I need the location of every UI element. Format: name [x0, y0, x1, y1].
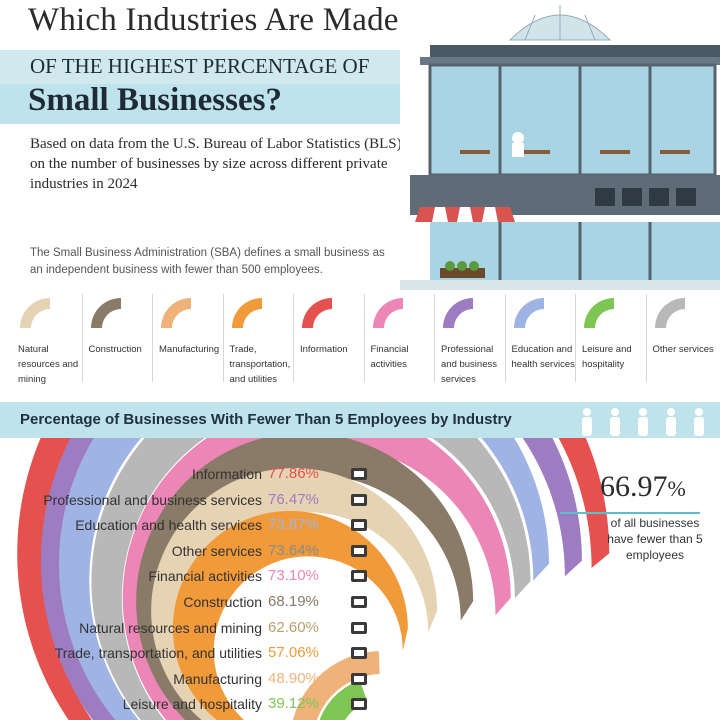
value-label: 73.87%: [268, 516, 319, 534]
title-line-2: OF THE HIGHEST PERCENTAGE OF: [30, 54, 370, 78]
category-label: Education and health services: [75, 517, 262, 534]
legend-divider: [293, 294, 294, 382]
category-label: Information: [191, 466, 262, 482]
bed-icon: [351, 698, 367, 711]
title-line-1: Which Industries Are Made Up: [28, 2, 448, 38]
people-icons: [582, 408, 704, 436]
summary-divider: [560, 512, 700, 514]
legend-item: Professional and business services: [437, 292, 505, 392]
category-label: Professional and business services: [43, 491, 262, 508]
hammer-icon: [351, 596, 367, 608]
arc-bar: [91, 438, 531, 720]
arc-chart: [17, 438, 610, 720]
arc-bar: [59, 438, 549, 720]
section-bar: [0, 402, 720, 438]
arc-bar: [319, 680, 368, 720]
category-label: Construction: [183, 594, 262, 610]
section-title: Percentage of Businesses With Fewer Than…: [20, 411, 512, 428]
category-label: Other services: [171, 542, 262, 559]
legend-divider: [152, 294, 153, 382]
legend-swatch-icon: [302, 298, 332, 328]
legend-label: Manufacturing: [159, 344, 220, 355]
building-illustration: [400, 0, 720, 290]
truck-icon: [351, 647, 367, 660]
legend-swatch-icon: [584, 298, 614, 328]
bar-chart-icon: [351, 493, 367, 506]
legend-label: Education and health services: [511, 344, 575, 370]
value-label: 76.47%: [268, 490, 319, 508]
legend-divider: [575, 294, 576, 382]
value-label: 57.06%: [268, 644, 319, 662]
legend-swatch-icon: [231, 298, 262, 328]
value-label: 68.19%: [268, 593, 319, 610]
legend-swatch-icon: [161, 298, 191, 328]
legend-item: Other services: [649, 292, 717, 392]
legend-item: Trade, transportation, and utilities: [226, 292, 294, 392]
legend-item: Information: [296, 292, 364, 392]
legend-swatch-icon: [90, 298, 121, 328]
legend-divider: [645, 294, 647, 382]
monitor-icon: [351, 468, 367, 480]
legend-label: Financial activities: [370, 344, 409, 370]
legend-swatch-icon: [513, 298, 544, 328]
legend-swatch-icon: [20, 298, 50, 328]
intro-text: Based on data from the U.S. Bureau of La…: [30, 136, 402, 192]
value-label: 62.60%: [268, 618, 319, 636]
open-sign-icon: [351, 544, 367, 557]
gear-icon: [351, 672, 367, 685]
legend-label: Natural resources and mining: [18, 344, 79, 385]
legend-item: Financial activities: [367, 292, 435, 392]
legend-divider: [504, 294, 506, 382]
legend-divider: [222, 294, 224, 382]
value-label: 77.86%: [268, 465, 319, 482]
category-label: Financial activities: [148, 568, 262, 585]
category-label: Manufacturing: [173, 670, 262, 687]
category-label: Leisure and hospitality: [122, 696, 262, 713]
legend-item: Leisure and hospitality: [578, 292, 646, 392]
value-label: 39.12%: [268, 695, 319, 713]
legend-swatch-icon: [443, 298, 473, 328]
title-band-1: [0, 50, 420, 84]
arc-bar: [292, 651, 380, 720]
legend-divider: [81, 294, 83, 382]
value-label: 48.90%: [268, 669, 319, 687]
money-icon: [351, 570, 367, 583]
value-label: 73.10%: [268, 567, 319, 585]
summary-value: 66.97%: [600, 470, 686, 503]
legend-label: Construction: [88, 344, 142, 355]
legend-item: Education and health services: [508, 292, 576, 392]
legend-label: Trade, transportation, and utilities: [229, 344, 291, 385]
category-label: Trade, transportation, and utilities: [54, 645, 262, 662]
industry-legend: Natural resources and mining Construction…: [14, 292, 714, 392]
legend-label: Professional and business services: [441, 344, 497, 385]
legend-label: Leisure and hospitality: [582, 344, 632, 370]
title-band-2: [0, 84, 420, 124]
legend-item: Manufacturing: [155, 292, 223, 392]
summary-caption: of all businesses have fewer than 5 empl…: [607, 516, 703, 562]
value-label: 73.64%: [268, 541, 319, 559]
legend-swatch-icon: [372, 298, 403, 328]
arc-bar: [151, 468, 438, 720]
legend-swatch-icon: [654, 298, 685, 328]
title-line-3: Small Businesses?: [28, 82, 282, 118]
legend-label: Other services: [652, 344, 714, 355]
legend-divider: [363, 294, 365, 382]
legend-divider: [434, 294, 435, 382]
legend-item: Construction: [85, 292, 153, 392]
legend-label: Information: [300, 344, 348, 355]
legend-item: Natural resources and mining: [14, 292, 82, 392]
category-label: Natural resources and mining: [79, 619, 262, 636]
arc-bar: [172, 510, 408, 720]
sba-definition: The Small Business Administration (SBA) …: [30, 247, 385, 276]
arc-bar: [122, 438, 511, 720]
first-aid-icon: [351, 519, 367, 532]
leaf-drop-icon: [351, 621, 367, 634]
